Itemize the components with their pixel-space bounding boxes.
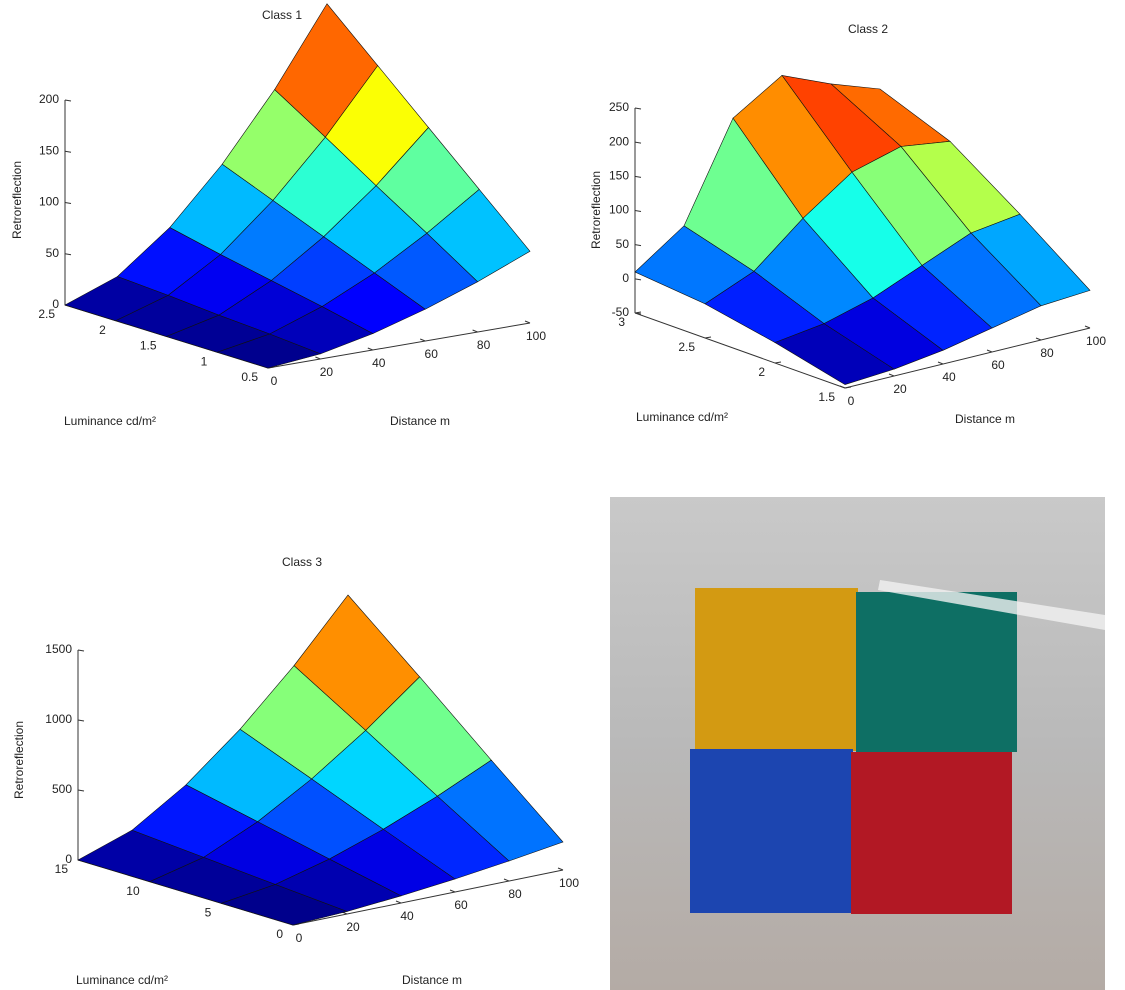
x-tick [889, 374, 894, 376]
x-axis-label: Distance m [955, 412, 1015, 426]
z-tick [635, 279, 641, 280]
photo-teal-square [856, 592, 1017, 752]
x-tick [987, 350, 992, 352]
x-tick-label: 0 [848, 394, 855, 408]
x-tick-label: 20 [893, 382, 907, 396]
x-tick-label: 40 [942, 370, 956, 384]
z-tick [635, 142, 641, 143]
figure: Class 1 Distance m Luminance cd/m² Retroref… [0, 0, 1125, 990]
z-tick [78, 720, 84, 721]
x-tick-label: 60 [425, 347, 439, 361]
z-tick-label: 0 [65, 852, 72, 866]
x-tick-label: 60 [454, 898, 468, 912]
y-tick-label: 2 [758, 365, 765, 379]
x-tick-label: 40 [400, 909, 414, 923]
x-tick-label: 20 [320, 365, 334, 379]
x-tick [558, 868, 563, 870]
x-tick-label: 80 [477, 338, 491, 352]
x-tick [315, 357, 320, 359]
x-tick [420, 339, 425, 341]
z-tick [78, 790, 84, 791]
x-tick [473, 330, 478, 332]
z-tick-label: 200 [609, 134, 629, 148]
x-tick-label: 100 [1086, 334, 1106, 348]
x-tick [525, 321, 530, 323]
z-tick [635, 211, 641, 212]
x-tick-label: 80 [1040, 346, 1054, 360]
photo-orange-square [695, 588, 858, 751]
z-tick [65, 100, 71, 101]
y-tick [705, 337, 711, 338]
photo-blue-square [690, 749, 853, 913]
x-tick [450, 890, 455, 892]
z-tick-label: 200 [39, 92, 59, 106]
photo [610, 497, 1105, 990]
y-tick-label: 0 [276, 927, 283, 941]
chart-title: Class 2 [848, 22, 888, 36]
y-tick-label: 2.5 [678, 340, 695, 354]
z-tick-label: 500 [52, 782, 72, 796]
z-axis-label: Retroreflection [12, 721, 26, 799]
x-tick-label: 40 [372, 356, 386, 370]
x-axis-label: Distance m [390, 414, 450, 428]
y-axis-label: Luminance cd/m² [64, 414, 156, 428]
z-tick [65, 203, 71, 204]
x-tick-label: 0 [271, 374, 278, 388]
y-tick [775, 362, 781, 363]
x-tick-label: 100 [526, 329, 546, 343]
y-tick-label: 1 [201, 354, 208, 368]
z-tick [635, 108, 641, 109]
y-tick-label: 10 [126, 884, 140, 898]
z-tick-label: 50 [616, 237, 630, 251]
y-tick-label: 5 [205, 906, 212, 920]
x-tick [504, 879, 509, 881]
y-tick-label: 1.5 [818, 390, 835, 404]
z-tick-label: 100 [39, 195, 59, 209]
z-tick [65, 151, 71, 152]
chart-title: Class 1 [262, 8, 302, 22]
photo-red-square [851, 752, 1012, 914]
z-axis-label: Retroreflection [10, 161, 24, 239]
z-tick [635, 176, 641, 177]
x-tick-label: 60 [991, 358, 1005, 372]
y-axis-label: Luminance cd/m² [76, 973, 168, 987]
y-axis-label: Luminance cd/m² [636, 410, 728, 424]
x-tick [938, 362, 943, 364]
x-tick [1085, 326, 1090, 328]
z-tick [635, 245, 641, 246]
z-tick [78, 650, 84, 651]
x-tick [396, 901, 401, 903]
z-tick-label: 1500 [45, 642, 72, 656]
y-tick-label: 0.5 [241, 370, 258, 384]
y-tick-label: 2 [99, 323, 106, 337]
x-tick-label: 80 [508, 887, 522, 901]
z-tick [65, 254, 71, 255]
x-tick [1036, 338, 1041, 340]
z-tick-label: 150 [39, 143, 59, 157]
x-tick-label: 0 [296, 931, 303, 945]
chart-title: Class 3 [282, 555, 322, 569]
z-tick-label: 0 [622, 271, 629, 285]
z-tick-label: 50 [46, 246, 60, 260]
z-tick-label: 1000 [45, 712, 72, 726]
z-tick-label: -50 [612, 305, 630, 319]
x-tick-label: 20 [346, 920, 360, 934]
z-tick-label: 250 [609, 100, 629, 114]
x-tick-label: 100 [559, 876, 579, 890]
y-tick [845, 387, 851, 388]
x-axis-label: Distance m [402, 973, 462, 987]
x-tick [368, 348, 373, 350]
y-tick-label: 1.5 [140, 339, 157, 353]
z-tick-label: 150 [609, 169, 629, 183]
z-axis-label: Retroreflection [589, 171, 603, 249]
z-tick-label: 0 [52, 297, 59, 311]
z-tick-label: 100 [609, 203, 629, 217]
